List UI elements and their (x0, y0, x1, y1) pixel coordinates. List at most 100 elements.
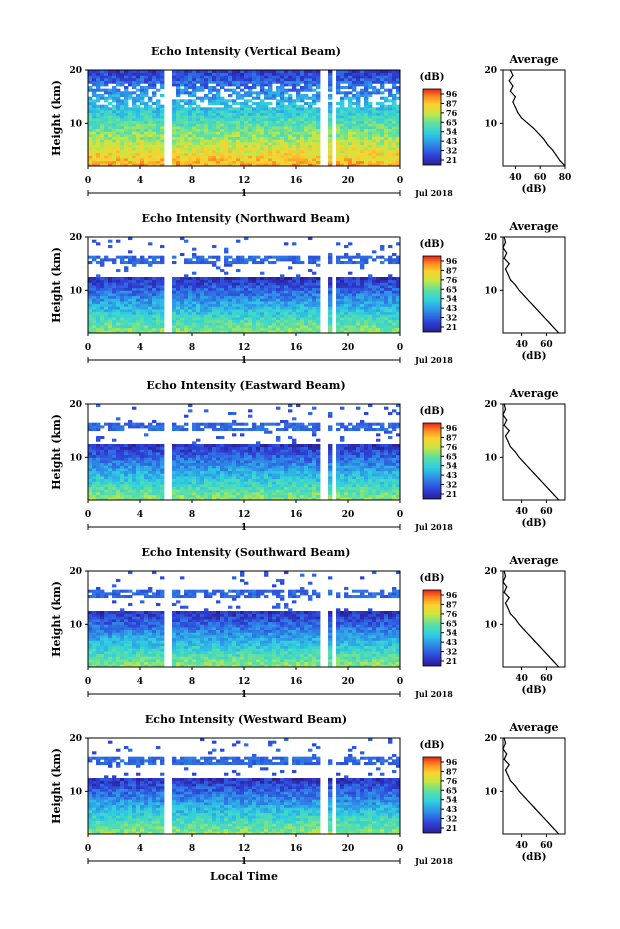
heatmap-cell (148, 287, 153, 291)
x-tick-label: 12 (238, 343, 251, 353)
heatmap-cell (96, 478, 101, 482)
heatmap-cell (284, 155, 289, 159)
heatmap-cell (264, 282, 269, 286)
heatmap-cell (364, 314, 369, 318)
heatmap-cell (188, 484, 193, 488)
heatmap-cell (172, 449, 177, 453)
heatmap-cell (108, 102, 113, 106)
heatmap-cell (92, 452, 97, 456)
heatmap-cell (372, 128, 377, 132)
heatmap-cell (172, 317, 177, 321)
heatmap-cell (340, 303, 345, 307)
heatmap-cell (220, 158, 225, 162)
heatmap-cell (368, 317, 373, 321)
heatmap-cell (196, 107, 201, 111)
heatmap-cell (336, 126, 341, 130)
heatmap-cell (176, 486, 181, 490)
heatmap-cell (216, 134, 221, 138)
heatmap-cell (348, 282, 353, 286)
heatmap-cell (132, 314, 137, 318)
heatmap-cell (148, 139, 153, 143)
heatmap-cell (156, 309, 161, 313)
heatmap-cell (88, 75, 93, 79)
heatmap-cell (376, 152, 381, 156)
heatmap-cell (364, 99, 369, 103)
heatmap-cell (100, 128, 105, 132)
heatmap-cell (384, 277, 389, 281)
heatmap-cell (96, 70, 101, 74)
heatmap-cell (288, 314, 293, 318)
heatmap-cell (144, 139, 149, 143)
heatmap-cell (156, 317, 161, 321)
heatmap-cell (344, 255, 349, 259)
heatmap-cell (388, 158, 393, 162)
heatmap-cell (184, 476, 189, 480)
heatmap-cell (260, 155, 265, 159)
heatmap-cell (148, 484, 153, 488)
heatmap-cell (192, 70, 197, 74)
heatmap-cell (380, 128, 385, 132)
heatmap-cell (280, 290, 285, 294)
heatmap-cell (176, 123, 181, 127)
heatmap-cell (148, 285, 153, 289)
heatmap-cell (280, 136, 285, 140)
heatmap-cell (220, 142, 225, 146)
heatmap-cell (96, 112, 101, 116)
heatmap-cell (360, 282, 365, 286)
heatmap-cell (388, 94, 393, 98)
heatmap-cell (200, 486, 205, 490)
heatmap-cell (388, 152, 393, 156)
heatmap-cell (188, 486, 193, 490)
heatmap-cell (368, 327, 373, 331)
heatmap-cell (252, 261, 257, 265)
heatmap-cell (396, 295, 401, 299)
heatmap-cell (88, 261, 93, 265)
heatmap-cell (88, 96, 93, 100)
heatmap-cell (156, 110, 161, 114)
heatmap-cell (228, 285, 233, 289)
heatmap-cell (292, 107, 297, 111)
heatmap-cell (152, 457, 157, 461)
heatmap-cell (252, 295, 257, 299)
heatmap-cell (140, 303, 145, 307)
heatmap-cell (348, 242, 353, 246)
heatmap-cell (96, 457, 101, 461)
heatmap-cell (144, 311, 149, 315)
heatmap-cell (272, 134, 277, 138)
heatmap-cell (300, 147, 305, 151)
heatmap-cell (172, 136, 177, 140)
heatmap-cell (120, 120, 125, 124)
heatmap-cell (152, 481, 157, 485)
heatmap-cell (252, 147, 257, 151)
heatmap-cell (252, 150, 257, 154)
heatmap-cell (212, 245, 217, 249)
heatmap-cell (356, 94, 361, 98)
heatmap-cell (376, 142, 381, 146)
heatmap-cell (204, 465, 209, 469)
heatmap-cell (336, 285, 341, 289)
heatmap-cell (236, 142, 241, 146)
heatmap-cell (204, 460, 209, 464)
heatmap-cell (96, 476, 101, 480)
heatmap-cell (364, 86, 369, 90)
heatmap-cell (200, 152, 205, 156)
heatmap-cell (292, 75, 297, 79)
heatmap-cell (152, 470, 157, 474)
heatmap-cell (196, 489, 201, 493)
heatmap-cell (112, 115, 117, 119)
heatmap-cell (140, 107, 145, 111)
heatmap-cell (92, 446, 97, 450)
heatmap-cell (276, 120, 281, 124)
heatmap-cell (100, 134, 105, 138)
heatmap-cell (108, 70, 113, 74)
heatmap-cell (356, 78, 361, 82)
heatmap-cell (96, 104, 101, 108)
heatmap-cell (304, 102, 309, 106)
heatmap-cell (176, 481, 181, 485)
heatmap-cell (236, 147, 241, 151)
heatmap-cell (140, 118, 145, 122)
heatmap-cell (244, 285, 249, 289)
heatmap-cell (112, 295, 117, 299)
heatmap-cell (92, 287, 97, 291)
heatmap-cell (360, 309, 365, 313)
